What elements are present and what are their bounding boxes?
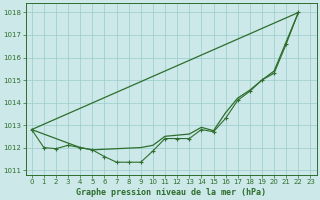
X-axis label: Graphe pression niveau de la mer (hPa): Graphe pression niveau de la mer (hPa)	[76, 188, 266, 197]
